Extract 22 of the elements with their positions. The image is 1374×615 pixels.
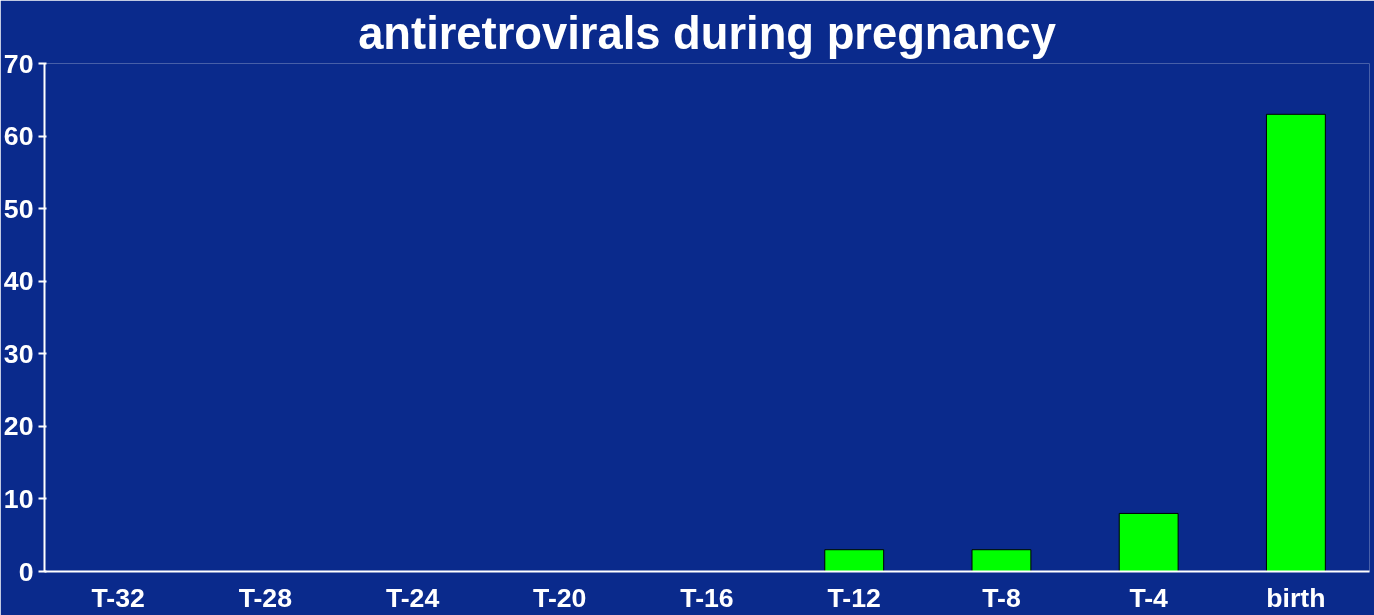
- bar: [824, 549, 885, 572]
- bar: [971, 549, 1032, 572]
- x-tick-label: T-4: [1129, 582, 1169, 613]
- x-tick-label: T-12: [827, 582, 881, 613]
- y-tick-label: 20: [3, 411, 34, 442]
- bar: [1118, 512, 1179, 572]
- y-tick-label: 40: [3, 266, 34, 297]
- bar: [1265, 113, 1326, 572]
- x-tick-label: birth: [1266, 582, 1326, 613]
- x-tick-label: T-20: [533, 582, 587, 613]
- chart-title: antiretrovirals during pregnancy: [358, 7, 1056, 59]
- x-tick-label: T-28: [238, 582, 293, 613]
- y-tick-label: 70: [3, 48, 34, 79]
- y-tick-label: 50: [3, 193, 34, 224]
- x-tick-label: T-24: [385, 582, 440, 613]
- x-tick-label: T-8: [982, 582, 1021, 613]
- y-tick-label: 30: [3, 338, 34, 369]
- y-tick-label: 0: [18, 556, 34, 587]
- x-tick-label: T-32: [91, 582, 145, 613]
- y-tick-label: 10: [3, 483, 34, 514]
- x-tick-label: T-16: [680, 582, 734, 613]
- y-tick-label: 60: [3, 121, 34, 152]
